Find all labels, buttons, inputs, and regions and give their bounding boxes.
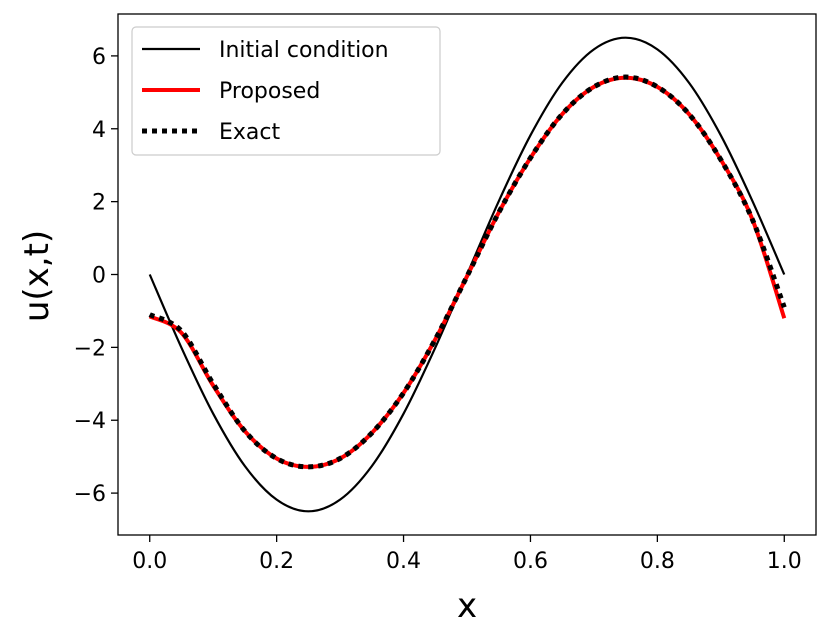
legend-label: Exact — [219, 120, 280, 145]
x-tick-label: 0.4 — [386, 549, 421, 574]
legend: Initial condition Proposed Exact — [131, 26, 441, 156]
y-tick-label: −2 — [74, 336, 106, 361]
x-tick-label: 0.2 — [259, 549, 294, 574]
y-tick-label: −4 — [74, 409, 106, 434]
y-axis-label: u(x,t) — [17, 230, 57, 322]
x-tick-label: 0.8 — [640, 549, 675, 574]
y-tick-label: 4 — [92, 118, 106, 143]
axes: 0.0 0.2 0.4 0.6 0.8 1.0 −6 −4 −2 0 2 4 6 — [74, 13, 817, 574]
y-tick-label: −6 — [74, 482, 106, 507]
legend-label: Initial condition — [219, 38, 389, 63]
legend-label: Proposed — [219, 79, 320, 104]
y-tick-label: 2 — [92, 191, 106, 216]
y-tick-label: 6 — [92, 45, 106, 70]
plot-area — [148, 36, 787, 513]
x-tick-label: 1.0 — [767, 549, 802, 574]
legend-box — [131, 26, 441, 156]
x-axis-label: x — [457, 586, 477, 626]
x-tick-label: 0.0 — [132, 549, 167, 574]
x-tick-label: 0.6 — [513, 549, 548, 574]
y-tick-label: 0 — [92, 264, 106, 289]
series-line-exact — [148, 74, 787, 470]
